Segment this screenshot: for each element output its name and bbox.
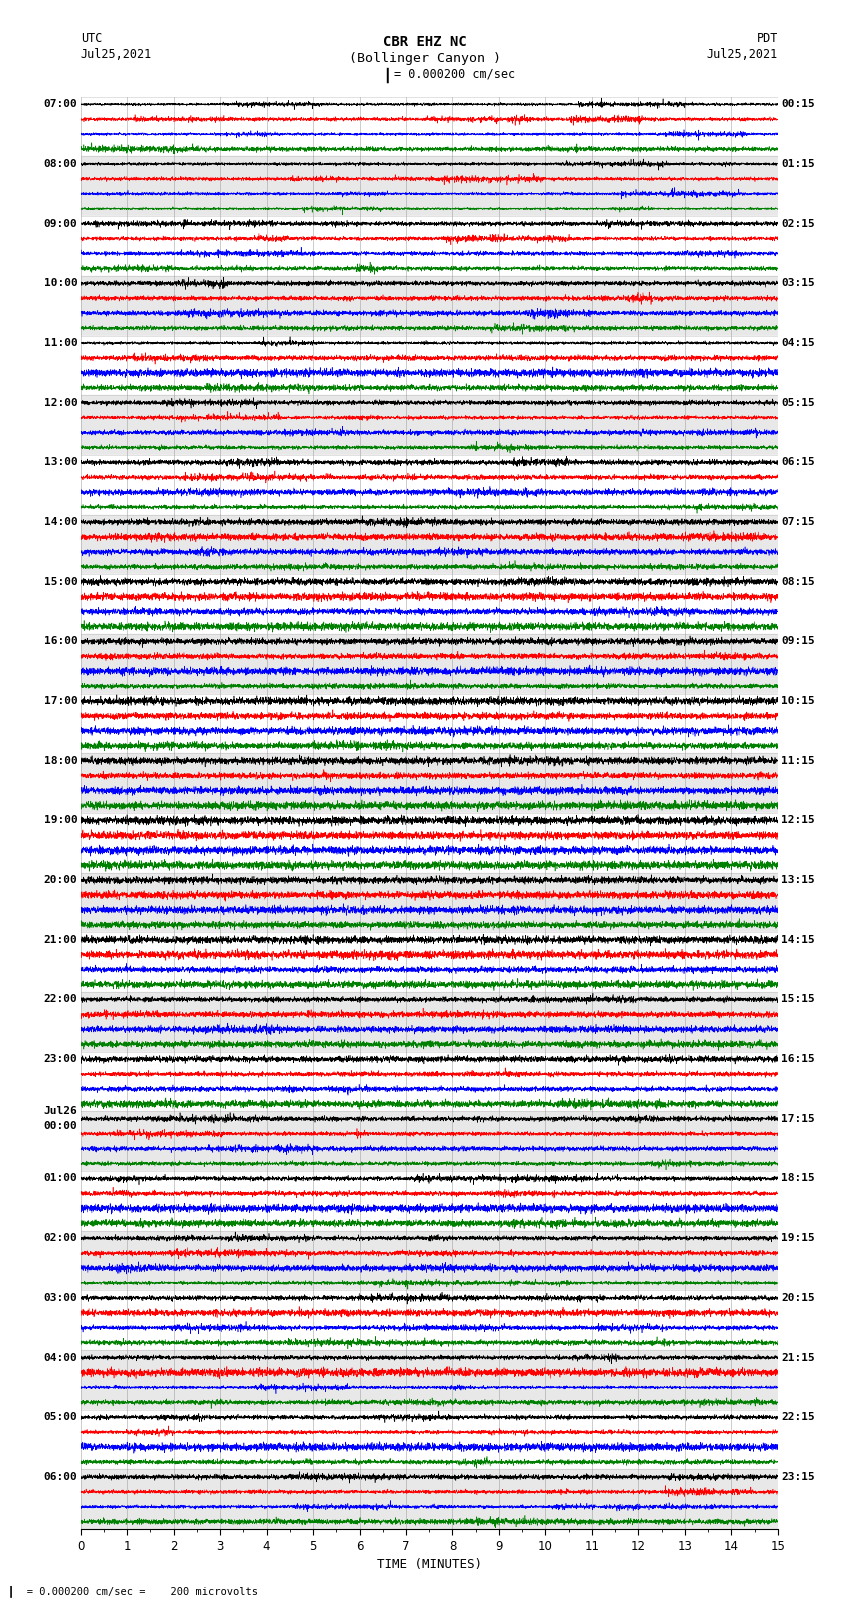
Text: 07:00: 07:00 [43,100,77,110]
Text: 09:00: 09:00 [43,219,77,229]
Text: 05:15: 05:15 [781,398,815,408]
Text: 21:15: 21:15 [781,1353,815,1363]
Text: ┃  = 0.000200 cm/sec =    200 microvolts: ┃ = 0.000200 cm/sec = 200 microvolts [8,1586,258,1597]
Bar [81,873,778,932]
Text: 16:15: 16:15 [781,1055,815,1065]
Bar [81,1231,778,1290]
Bar [81,1052,778,1111]
Text: 08:15: 08:15 [781,577,815,587]
Text: 04:15: 04:15 [781,339,815,348]
Bar [81,395,778,455]
Bar [81,1111,778,1171]
Bar [81,156,778,216]
Text: 04:00: 04:00 [43,1353,77,1363]
Bar [81,694,778,753]
Text: 21:00: 21:00 [43,936,77,945]
Text: 00:15: 00:15 [781,100,815,110]
Text: 10:00: 10:00 [43,279,77,289]
Text: 06:15: 06:15 [781,458,815,468]
Text: 11:15: 11:15 [781,756,815,766]
Text: 20:15: 20:15 [781,1294,815,1303]
Bar [81,574,778,634]
Text: 01:15: 01:15 [781,160,815,169]
Text: 08:00: 08:00 [43,160,77,169]
Text: 05:00: 05:00 [43,1413,77,1423]
Text: 23:00: 23:00 [43,1055,77,1065]
Text: UTC: UTC [81,32,102,45]
Text: PDT: PDT [756,32,778,45]
Bar [81,97,778,156]
Text: ┃: ┃ [383,68,390,84]
Text: 07:15: 07:15 [781,518,815,527]
Text: 17:15: 17:15 [781,1115,815,1124]
Bar [81,1290,778,1350]
Bar [81,634,778,694]
Text: 18:15: 18:15 [781,1174,815,1184]
X-axis label: TIME (MINUTES): TIME (MINUTES) [377,1558,482,1571]
Text: 02:15: 02:15 [781,219,815,229]
Text: 03:00: 03:00 [43,1294,77,1303]
Text: = 0.000200 cm/sec: = 0.000200 cm/sec [394,68,514,81]
Text: 14:15: 14:15 [781,936,815,945]
Bar [81,1171,778,1231]
Text: 10:15: 10:15 [781,697,815,706]
Text: (Bollinger Canyon ): (Bollinger Canyon ) [349,52,501,65]
Text: 03:15: 03:15 [781,279,815,289]
Text: 14:00: 14:00 [43,518,77,527]
Text: 00:00: 00:00 [43,1121,77,1131]
Text: Jul25,2021: Jul25,2021 [81,48,152,61]
Bar [81,216,778,276]
Bar [81,455,778,515]
Text: 23:15: 23:15 [781,1473,815,1482]
Text: 19:00: 19:00 [43,816,77,826]
Text: 20:00: 20:00 [43,876,77,886]
Bar [81,336,778,395]
Bar [81,813,778,873]
Text: 22:00: 22:00 [43,995,77,1005]
Text: 18:00: 18:00 [43,756,77,766]
Bar [81,1350,778,1410]
Text: 12:00: 12:00 [43,398,77,408]
Bar [81,992,778,1052]
Text: 13:00: 13:00 [43,458,77,468]
Bar [81,1469,778,1529]
Text: 19:15: 19:15 [781,1234,815,1244]
Bar [81,515,778,574]
Text: 11:00: 11:00 [43,339,77,348]
Text: Jul25,2021: Jul25,2021 [706,48,778,61]
Text: 01:00: 01:00 [43,1174,77,1184]
Bar [81,753,778,813]
Text: 17:00: 17:00 [43,697,77,706]
Text: CBR EHZ NC: CBR EHZ NC [383,35,467,50]
Text: 02:00: 02:00 [43,1234,77,1244]
Text: 22:15: 22:15 [781,1413,815,1423]
Bar [81,276,778,336]
Text: 15:00: 15:00 [43,577,77,587]
Text: 13:15: 13:15 [781,876,815,886]
Text: 09:15: 09:15 [781,637,815,647]
Bar [81,932,778,992]
Text: 12:15: 12:15 [781,816,815,826]
Text: Jul26: Jul26 [43,1107,77,1116]
Text: 06:00: 06:00 [43,1473,77,1482]
Text: 16:00: 16:00 [43,637,77,647]
Bar [81,1410,778,1469]
Text: 15:15: 15:15 [781,995,815,1005]
